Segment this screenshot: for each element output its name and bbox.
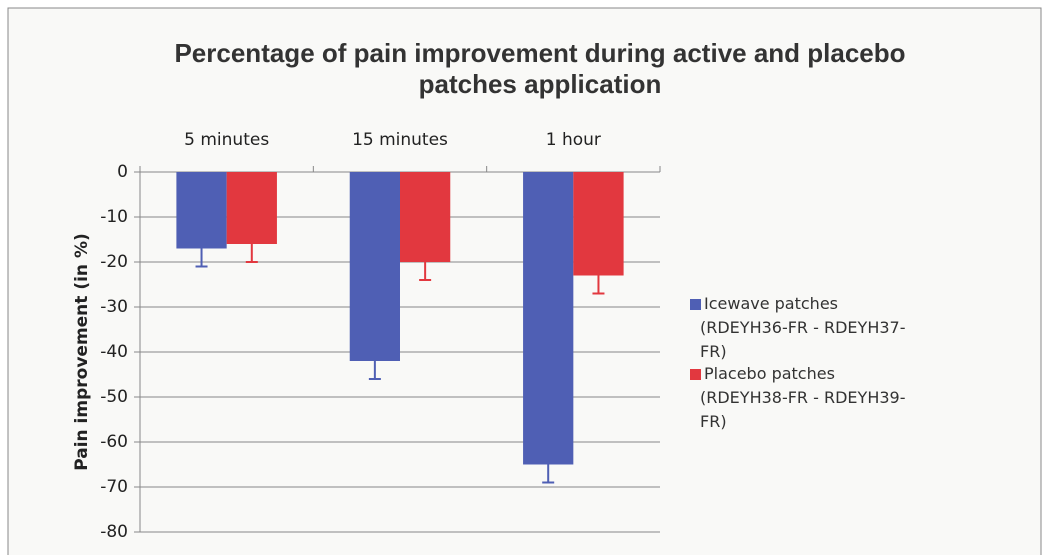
bar <box>523 172 574 465</box>
bar <box>400 172 451 262</box>
legend-swatch <box>690 369 701 380</box>
error-bar <box>195 248 208 268</box>
y-tick-label: -10 <box>100 207 128 227</box>
y-tick-label: -20 <box>100 252 128 272</box>
error-bar <box>368 361 381 380</box>
bar <box>349 172 400 361</box>
bar <box>573 172 624 276</box>
y-tick-label: -80 <box>100 522 128 542</box>
error-bar <box>592 275 605 295</box>
y-tick-label: -40 <box>100 342 128 362</box>
bar <box>176 172 227 249</box>
legend-label: Icewave patches (RDEYH36-FR - RDEYH37-FR… <box>700 294 906 361</box>
x-tick-label: 1 hour <box>546 130 601 150</box>
y-axis-label: Pain improvement (in %) <box>72 233 92 471</box>
y-tick-label: 0 <box>117 162 128 182</box>
y-tick-label: -30 <box>100 297 128 317</box>
error-bar <box>245 244 258 263</box>
x-tick-label: 5 minutes <box>184 130 269 150</box>
chart-title: Percentage of pain improvement during ac… <box>174 38 906 99</box>
x-tick-label: 15 minutes <box>352 130 448 150</box>
y-tick-label: -70 <box>100 477 128 497</box>
y-tick-label: -50 <box>100 387 128 407</box>
legend-entry: Placebo patches (RDEYH38-FR - RDEYH39-FR… <box>690 362 920 434</box>
error-bar <box>419 262 432 281</box>
legend-entry: Icewave patches (RDEYH36-FR - RDEYH37-FR… <box>690 292 920 364</box>
legend-label: Placebo patches (RDEYH38-FR - RDEYH39-FR… <box>700 364 906 431</box>
error-bar <box>542 464 555 484</box>
y-tick-label: -60 <box>100 432 128 452</box>
legend-swatch <box>690 299 701 310</box>
bar <box>226 172 277 244</box>
